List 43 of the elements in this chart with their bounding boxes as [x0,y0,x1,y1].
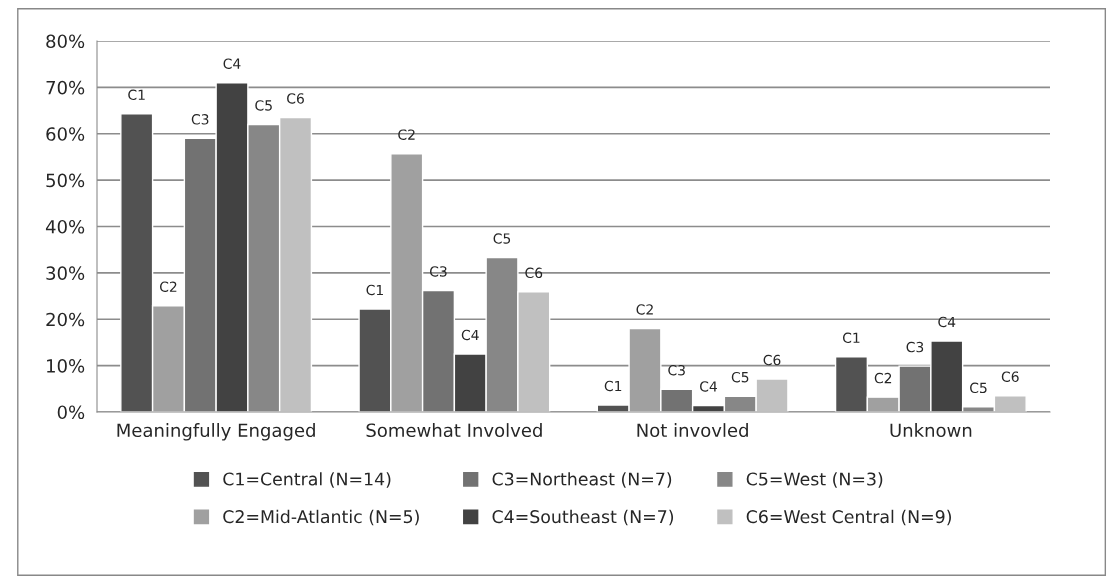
data-label: C3 [191,114,209,125]
data-label: C5 [731,371,749,383]
y-tick-label: 30% [46,266,85,280]
legend-label: C4=Southeast (N=7) [492,509,674,526]
data-label: C4 [938,316,956,328]
data-label: C1 [128,89,145,101]
y-tick-label: 50% [46,173,85,188]
y-tick-label: 0% [57,405,85,420]
y-tick-label: 80% [46,34,85,49]
data-label: C1 [366,284,383,296]
data-label: C1 [842,332,860,344]
y-tick-label: 10% [47,359,85,373]
legend-label: C1=Central (N=14) [223,472,391,488]
data-label: C5 [970,382,987,394]
data-label: C6 [763,354,781,366]
data-label: C6 [525,267,543,279]
y-tick-label: 40% [45,219,85,234]
legend-label: C2=Mid-Atlantic (N=5) [223,509,419,526]
data-label: C6 [1001,371,1019,382]
data-label: C2 [636,304,653,315]
data-label: C2 [159,281,177,292]
data-label: C2 [874,372,892,384]
x-tick-label: Somewhat Involved [366,423,542,438]
data-label: C1 [604,380,622,392]
data-label: C3 [430,266,447,277]
data-label: C5 [493,233,511,244]
data-label: C4 [700,381,717,392]
legend-label: C5=West (N=3) [746,472,883,488]
x-tick-label: Unknown [890,423,972,438]
data-label: C5 [255,100,272,111]
legend-label: C6=West Central (N=9) [746,509,951,526]
data-label: C4 [223,58,241,69]
y-tick-label: 20% [46,312,85,327]
data-label: C6 [287,93,304,104]
x-tick-label: Not invovled [637,423,748,438]
x-tick-label: Meaningfully Engaged [117,423,315,441]
data-label: C2 [398,129,415,140]
y-tick-label: 70% [46,80,85,95]
legend-label: C3=Northeast (N=7) [492,472,672,488]
y-tick-label: 60% [46,127,85,141]
data-label: C3 [906,341,924,353]
data-label: C3 [668,364,685,376]
data-label: C4 [461,329,479,341]
